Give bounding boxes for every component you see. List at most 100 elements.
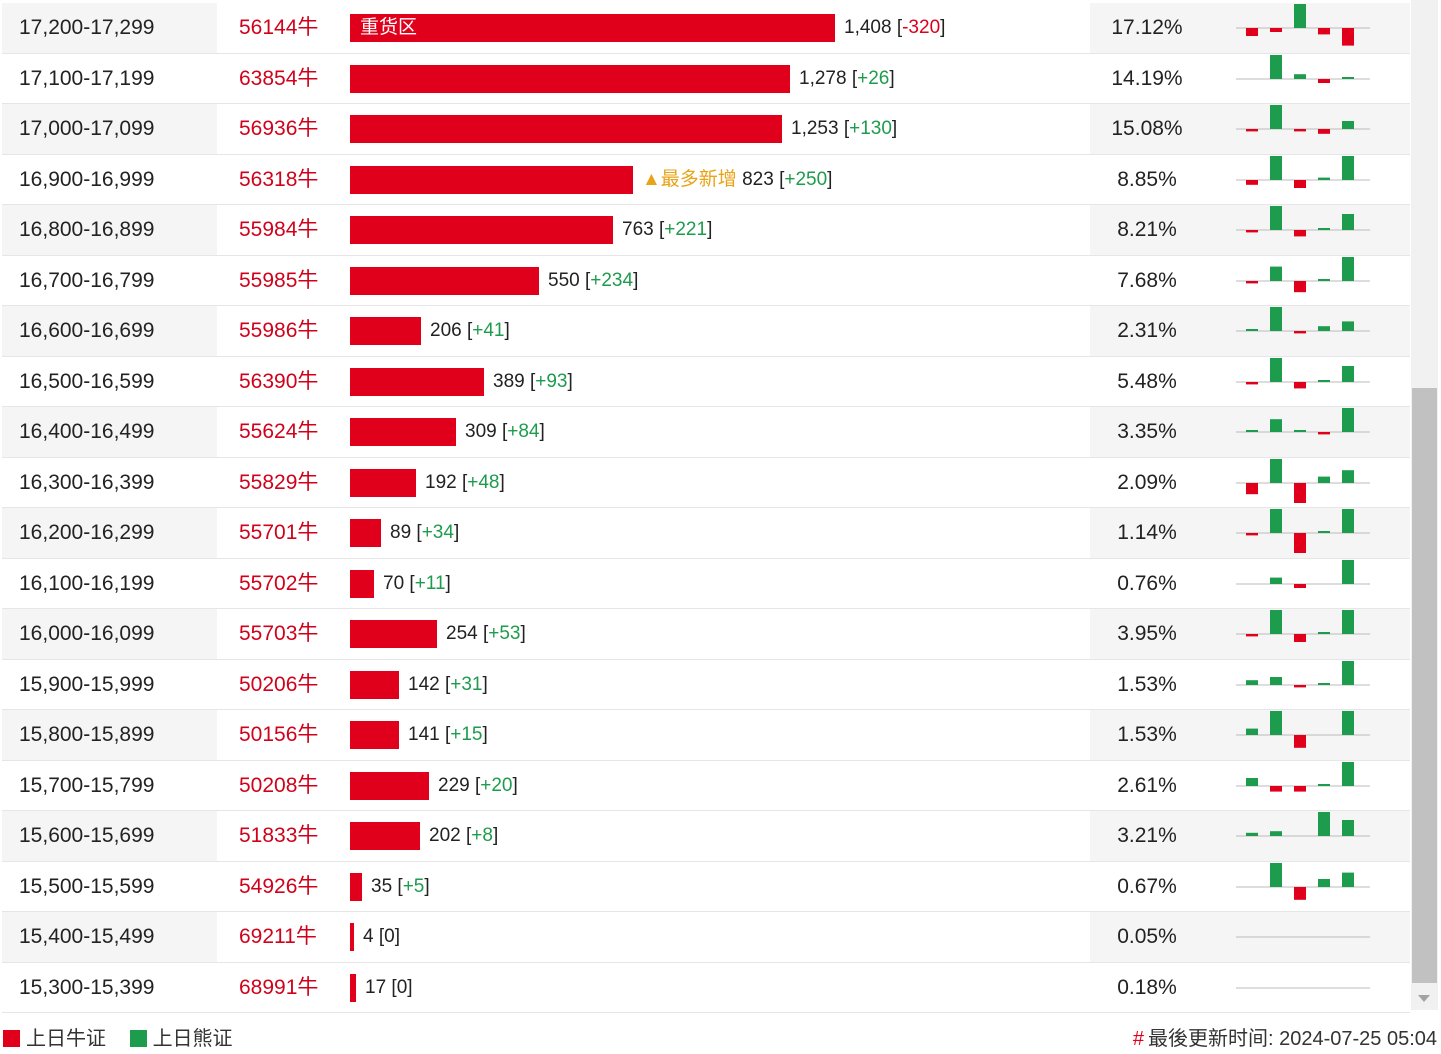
sparkline-bar [1342,761,1354,786]
cbbc-code-link[interactable]: 55985牛 [239,268,319,292]
percentage: 7.68% [1117,268,1177,292]
count-number: 202 [429,825,461,846]
cbbc-code-link[interactable]: 55701牛 [239,521,319,544]
cbbc-code-link[interactable]: 56936牛 [239,117,319,140]
sparkline-bar [1342,711,1354,735]
bar-cell: 550 [+234] [348,256,1090,306]
table-row: 15,800-15,899 50156牛 141 [+15] 1.53% [2,710,1410,761]
scroll-down-arrow-icon[interactable] [1418,995,1430,1002]
five-day-sparkline [1236,4,1370,46]
cbbc-code-link[interactable]: 51833牛 [239,824,319,847]
count-change: +221 [664,219,708,240]
bar-cell: 229 [+20] [348,761,1090,811]
sparkline-bar [1318,812,1330,836]
table-row: 16,600-16,699 55986牛 206 [+41] 2.31% [2,306,1410,357]
percentage: 2.31% [1117,319,1177,342]
vertical-scrollbar[interactable] [1411,0,1438,1010]
cbbc-code-link[interactable]: 63854牛 [239,66,319,90]
sparkline-bar [1270,357,1282,382]
sparkline-bar [1318,878,1330,887]
cbbc-code-link[interactable]: 55624牛 [239,420,319,443]
cbbc-code-link[interactable]: 56144牛 [239,16,319,39]
bar-cell: 1,253 [+130] [348,104,1090,154]
five-day-sparkline [1236,610,1370,642]
cbbc-code-link[interactable]: 50206牛 [239,672,319,696]
count-value: 309 [+84] [465,421,545,442]
percentage: 8.85% [1117,167,1177,191]
count-value: 206 [+41] [430,320,510,341]
count-bar [350,64,790,93]
code-cell: 56318牛 [217,155,348,205]
count-value: 17 [0] [365,976,413,998]
count-value: 202 [+8] [429,825,499,846]
price-range: 16,400-16,499 [19,420,155,443]
sparkline-bar [1270,206,1282,230]
cbbc-code-link[interactable]: 55986牛 [239,319,319,342]
cbbc-code-link[interactable]: 50208牛 [239,773,319,797]
price-range: 15,500-15,599 [19,874,155,898]
cbbc-code-link[interactable]: 55703牛 [239,622,319,645]
count-number: 763 [622,219,654,240]
cbbc-code-link[interactable]: 55829牛 [239,470,319,494]
code-cell: 68991牛 [217,963,348,1013]
count-change: 0 [384,926,395,947]
count-value: ▲最多新增 823 [+250] [642,168,833,190]
code-cell: 55703牛 [217,609,348,659]
sparkline-bar [1270,862,1282,887]
percentage: 2.61% [1117,773,1177,797]
code-cell: 50206牛 [217,660,348,710]
sparkline-bar [1318,177,1330,180]
five-day-sparkline [1236,458,1370,503]
count-value: 550 [+234] [548,269,639,291]
cbbc-code-link[interactable]: 69211牛 [239,925,317,948]
cbbc-code-link[interactable]: 55984牛 [239,218,319,241]
count-change: -320 [902,17,941,38]
count-value: 254 [+53] [446,623,526,644]
cbbc-code-link[interactable]: 56390牛 [239,369,319,393]
sparkline-bar [1294,4,1306,28]
percentage: 15.08% [1111,117,1183,140]
sparkline-bar [1318,78,1330,83]
percentage: 0.76% [1117,571,1177,595]
table-row: 16,700-16,799 55985牛 550 [+234] 7.68% [2,256,1410,306]
scrollbar-thumb[interactable] [1412,388,1437,983]
sparkline-bar [1270,577,1282,584]
count-number: 4 [363,926,374,947]
count-bar [350,115,782,143]
count-change: +26 [857,67,890,89]
bar-cell: 1,278 [+26] [348,54,1090,104]
count-value: 763 [+221] [622,219,713,240]
count-change: +53 [488,623,521,644]
cbbc-code-link[interactable]: 68991牛 [239,975,319,999]
legend-bear-label: 上日熊证 [152,1028,233,1050]
sparkline-bar [1342,509,1354,533]
count-bar [350,165,633,194]
sparkline-bar [1294,230,1306,237]
count-value: 4 [0] [363,926,400,947]
sparkline-bar [1246,129,1258,132]
cbbc-code-link[interactable]: 55702牛 [239,571,319,595]
sparkline-bar [1294,280,1306,292]
code-cell: 56144牛 [217,3,348,53]
code-cell: 55702牛 [217,559,348,609]
sparkline-bar [1270,509,1282,533]
sparkline-bar [1318,28,1330,35]
sparkline-bar [1318,783,1330,786]
price-range: 16,300-16,399 [19,470,155,494]
table-row: 16,500-16,599 56390牛 389 [+93] 5.48% [2,357,1410,407]
count-bar [350,367,484,396]
five-day-sparkline [1236,761,1370,792]
count-change: +41 [472,320,505,341]
five-day-sparkline [1236,711,1370,748]
cbbc-code-link[interactable]: 54926牛 [239,874,319,898]
count-change: +84 [507,421,540,442]
bar-cell: 389 [+93] [348,357,1090,407]
code-cell: 54926牛 [217,862,348,912]
legend-bull: 上日牛证 [3,1026,106,1052]
cbbc-code-link[interactable]: 50156牛 [239,723,319,746]
sparkline-bar [1318,531,1330,533]
sparkline-bar [1270,105,1282,129]
five-day-sparkline [1236,936,1370,938]
count-change: +130 [849,118,892,139]
cbbc-code-link[interactable]: 56318牛 [239,167,319,191]
